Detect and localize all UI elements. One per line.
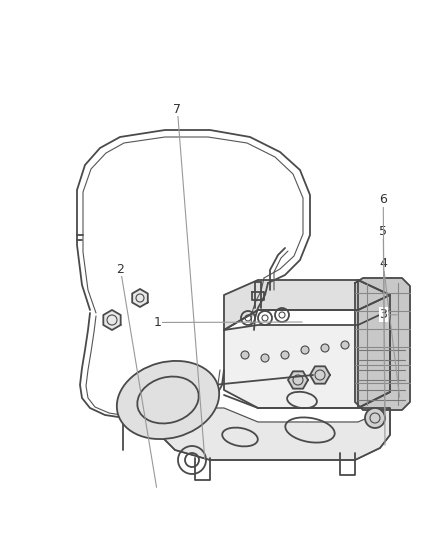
Text: 3: 3 bbox=[379, 308, 387, 321]
Text: 7: 7 bbox=[173, 103, 181, 116]
Polygon shape bbox=[224, 280, 390, 330]
Circle shape bbox=[341, 341, 349, 349]
Polygon shape bbox=[252, 292, 264, 300]
Text: 6: 6 bbox=[379, 193, 387, 206]
Circle shape bbox=[241, 351, 249, 359]
Text: 2: 2 bbox=[117, 263, 124, 276]
Circle shape bbox=[301, 346, 309, 354]
Circle shape bbox=[281, 351, 289, 359]
Polygon shape bbox=[132, 289, 148, 307]
Polygon shape bbox=[310, 366, 330, 384]
Circle shape bbox=[321, 344, 329, 352]
Polygon shape bbox=[103, 310, 120, 330]
Circle shape bbox=[365, 408, 385, 428]
Polygon shape bbox=[155, 408, 390, 460]
Text: 5: 5 bbox=[379, 225, 387, 238]
Text: 4: 4 bbox=[379, 257, 387, 270]
Text: 1: 1 bbox=[154, 316, 162, 329]
Polygon shape bbox=[358, 280, 390, 408]
Ellipse shape bbox=[117, 361, 219, 439]
Polygon shape bbox=[355, 278, 410, 410]
Polygon shape bbox=[224, 310, 390, 408]
Polygon shape bbox=[288, 372, 308, 389]
Circle shape bbox=[261, 354, 269, 362]
